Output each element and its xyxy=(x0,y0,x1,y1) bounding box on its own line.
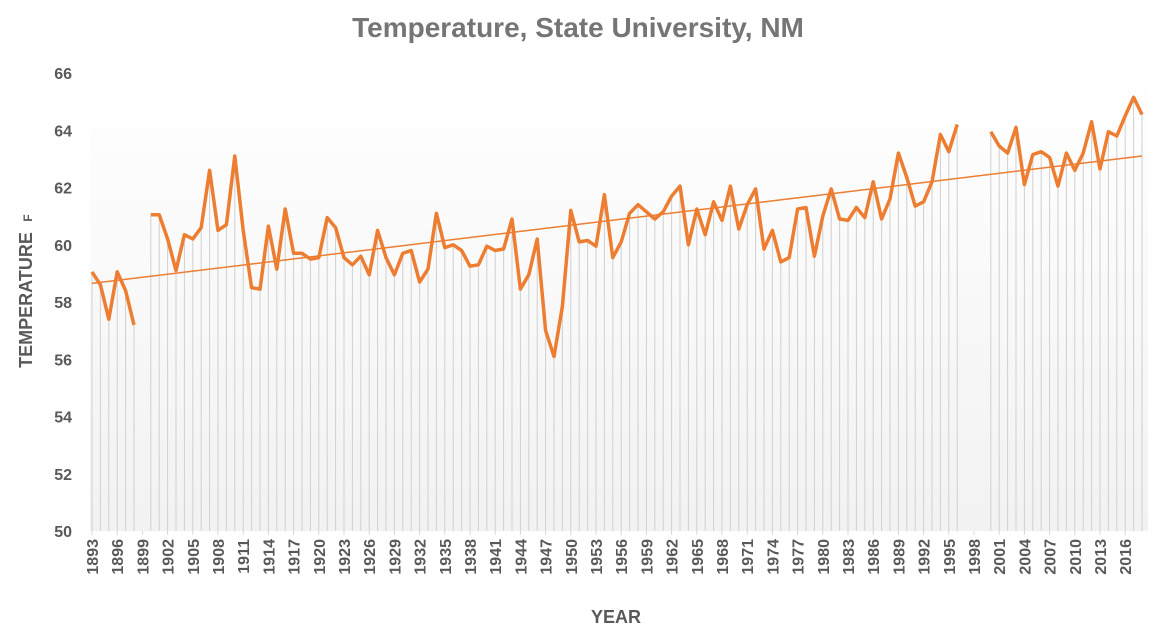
y-tick-label: 64 xyxy=(54,123,72,140)
x-tick-label: 1923 xyxy=(337,539,354,575)
x-tick-label: 1956 xyxy=(614,539,631,575)
x-tick-label: 2013 xyxy=(1093,539,1110,575)
data-line xyxy=(90,95,1144,359)
x-tick-label: 1911 xyxy=(236,539,253,574)
x-tick-label: 1908 xyxy=(211,539,228,575)
x-tick-label: 1917 xyxy=(287,539,304,575)
x-tick-label: 1980 xyxy=(816,539,833,575)
x-tick-label: 1947 xyxy=(539,539,556,575)
x-tick-label: 1971 xyxy=(740,539,757,575)
y-axis-label: TEMPERATURE xyxy=(16,232,36,368)
x-tick-label: 1977 xyxy=(791,539,808,575)
y-tick-label: 52 xyxy=(54,467,72,484)
x-tick-label: 1953 xyxy=(589,539,606,575)
x-tick-label: 1965 xyxy=(690,539,707,575)
x-tick-label: 2016 xyxy=(1118,539,1135,575)
y-tick-label: 60 xyxy=(54,238,72,255)
x-tick-label: 1995 xyxy=(942,539,959,575)
plot-area xyxy=(90,73,1148,531)
y-tick-label: 56 xyxy=(54,352,72,369)
x-tick-label: 1893 xyxy=(85,539,102,575)
x-tick-label: 1935 xyxy=(438,539,455,575)
x-tick-label: 1986 xyxy=(866,539,883,575)
x-tick-label: 1959 xyxy=(639,539,656,575)
x-tick-label: 2010 xyxy=(1068,539,1085,575)
x-tick-label: 1989 xyxy=(891,539,908,575)
x-tick-label: 1962 xyxy=(665,539,682,575)
y-tick-label: 58 xyxy=(54,295,72,312)
x-tick-label: 1899 xyxy=(135,539,152,575)
chart-title: Temperature, State University, NM xyxy=(352,12,804,43)
x-tick-label: 1926 xyxy=(362,539,379,575)
y-tick-label: 66 xyxy=(54,66,72,83)
y-tick-label: 54 xyxy=(54,410,72,427)
x-tick-label: 2007 xyxy=(1043,539,1060,575)
x-tick-label: 2004 xyxy=(1017,539,1034,575)
x-tick-label: 1968 xyxy=(715,539,732,575)
y-tick-label: 50 xyxy=(54,524,72,541)
y-tick-label: 62 xyxy=(54,181,72,198)
x-tick-label: 2001 xyxy=(992,539,1009,575)
x-tick-label: 1950 xyxy=(564,539,581,575)
trendline xyxy=(91,155,1143,285)
x-tick-label: 1941 xyxy=(488,539,505,575)
x-tick-label: 1944 xyxy=(513,539,530,575)
x-tick-label: 1992 xyxy=(917,539,934,575)
x-tick-label: 1938 xyxy=(463,539,480,575)
x-tick-label: 1929 xyxy=(387,539,404,575)
x-tick-label: 1932 xyxy=(413,539,430,575)
x-tick-label: 1896 xyxy=(110,539,127,575)
x-tick-label: 1974 xyxy=(765,539,782,575)
x-tick-label: 1902 xyxy=(161,539,178,575)
x-tick-label: 1920 xyxy=(312,539,329,575)
y-axis-unit: F xyxy=(21,214,35,221)
x-tick-label: 1905 xyxy=(186,539,203,575)
x-tick-label: 1914 xyxy=(261,539,278,575)
x-tick-label: 1983 xyxy=(841,539,858,575)
x-tick-label: 1998 xyxy=(967,539,984,575)
x-axis-label: YEAR xyxy=(591,607,641,627)
